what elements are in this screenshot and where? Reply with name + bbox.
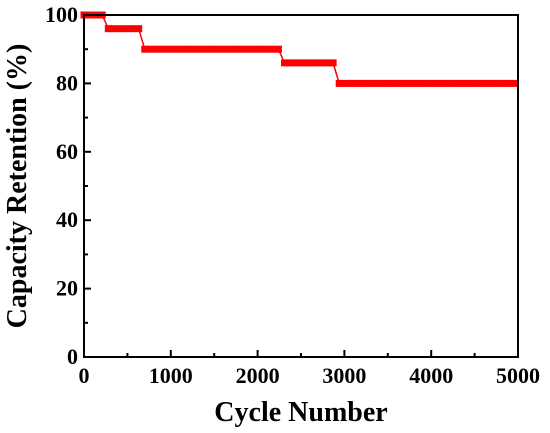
data-point [183, 45, 191, 53]
data-point [353, 79, 361, 87]
data-point [305, 59, 313, 67]
data-point [274, 45, 282, 53]
y-tick-label: 100 [45, 2, 78, 27]
data-point [366, 79, 374, 87]
data-point [129, 25, 137, 33]
data-point [281, 59, 289, 67]
data-point [123, 25, 131, 33]
y-tick-label: 60 [56, 139, 78, 164]
data-point [311, 59, 319, 67]
data-point [335, 79, 343, 87]
data-point [287, 59, 295, 67]
data-point [238, 45, 246, 53]
data-point [153, 45, 161, 53]
data-point [317, 59, 325, 67]
data-point [226, 45, 234, 53]
data-point [511, 79, 519, 87]
data-point [426, 79, 434, 87]
data-point [323, 59, 331, 67]
x-tick-label: 2000 [236, 363, 280, 388]
x-tick-label: 0 [79, 363, 90, 388]
x-tick-label: 4000 [409, 363, 453, 388]
data-point [408, 79, 416, 87]
data-point [195, 45, 203, 53]
y-tick-label: 0 [67, 344, 78, 369]
data-point [202, 45, 210, 53]
data-point [487, 79, 495, 87]
y-axis-title: Capacity Retention (%) [2, 44, 33, 329]
data-point [214, 45, 222, 53]
data-point [372, 79, 380, 87]
data-point [463, 79, 471, 87]
data-point [329, 59, 337, 67]
data-point [189, 45, 197, 53]
data-point [347, 79, 355, 87]
data-point [244, 45, 252, 53]
data-point [171, 45, 179, 53]
data-point [451, 79, 459, 87]
data-point [420, 79, 428, 87]
data-point [402, 79, 410, 87]
x-axis-title: Cycle Number [214, 397, 387, 428]
ticks-layer: 0 1000 2000 3000 4000 5000 0 20 40 60 80 100 [45, 2, 540, 388]
data-point [135, 25, 143, 33]
data-point [481, 79, 489, 87]
data-point [141, 45, 149, 53]
data-point [390, 79, 398, 87]
data-point [104, 25, 112, 33]
data-point [256, 45, 264, 53]
data-point [414, 79, 422, 87]
x-tick-label: 1000 [149, 363, 193, 388]
series-layer [80, 11, 519, 87]
data-point [262, 45, 270, 53]
data-point [493, 79, 501, 87]
data-point [469, 79, 477, 87]
data-point [165, 45, 173, 53]
data-point [250, 45, 258, 53]
data-point [299, 59, 307, 67]
data-point [232, 45, 240, 53]
x-tick-label: 5000 [496, 363, 540, 388]
data-point [432, 79, 440, 87]
data-point [147, 45, 155, 53]
data-point [341, 79, 349, 87]
data-point [438, 79, 446, 87]
data-point [378, 79, 386, 87]
data-point [499, 79, 507, 87]
data-point [268, 45, 276, 53]
data-point [220, 45, 228, 53]
data-point [457, 79, 465, 87]
data-point [110, 25, 118, 33]
data-point [475, 79, 483, 87]
data-point [384, 79, 392, 87]
data-point [177, 45, 185, 53]
data-point [396, 79, 404, 87]
data-point [293, 59, 301, 67]
y-tick-label: 40 [56, 207, 78, 232]
data-point [359, 79, 367, 87]
data-point [116, 25, 124, 33]
data-point [159, 45, 167, 53]
y-tick-label: 80 [56, 70, 78, 95]
x-tick-label: 3000 [322, 363, 366, 388]
data-point [505, 79, 513, 87]
data-point [208, 45, 216, 53]
data-point [445, 79, 453, 87]
y-tick-label: 20 [56, 276, 78, 301]
